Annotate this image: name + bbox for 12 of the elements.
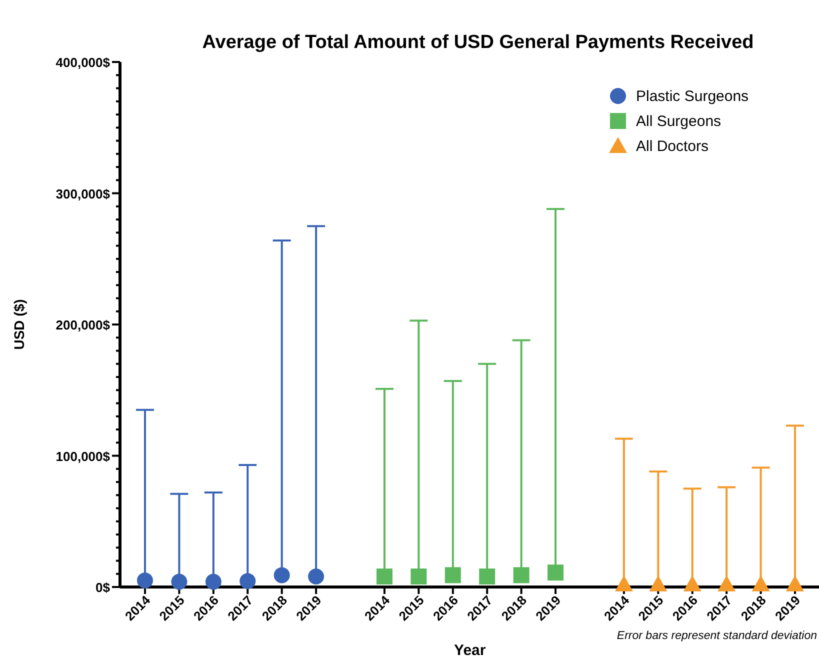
y-tick-label: 100,000$ bbox=[56, 448, 111, 464]
y-tick-label: 300,000$ bbox=[56, 186, 111, 202]
y-axis-title: USD ($) bbox=[11, 299, 27, 350]
x-axis-title: Year bbox=[454, 642, 486, 659]
y-tick-label: 200,000$ bbox=[56, 318, 111, 332]
legend-label: Plastic Surgeons bbox=[636, 88, 749, 105]
y-tick-label: 400,000$ bbox=[56, 55, 111, 70]
legend-label: All Surgeons bbox=[636, 113, 722, 130]
legend-label: All Doctors bbox=[636, 138, 709, 155]
text: Error bars represent standard deviation bbox=[616, 630, 817, 642]
y-tick-label: 0$ bbox=[96, 580, 111, 595]
chart-title: Average of Total Amount of USD General Payments Received bbox=[202, 32, 754, 53]
